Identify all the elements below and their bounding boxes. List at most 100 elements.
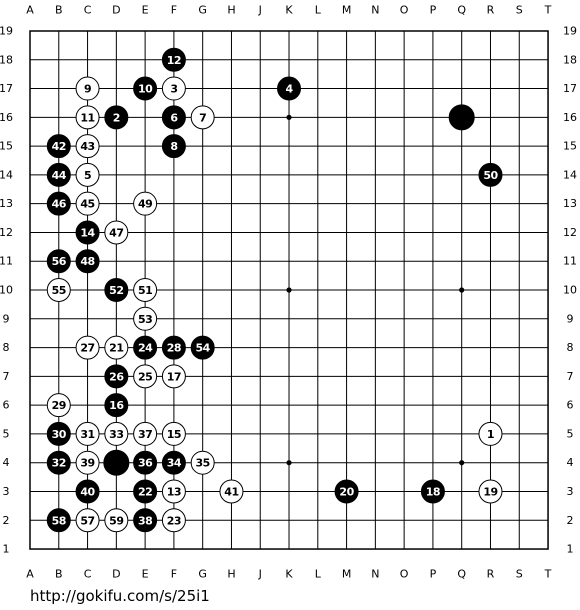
move-number: 21 [109, 342, 123, 355]
move-number: 27 [80, 342, 94, 355]
black-stone [75, 249, 100, 274]
row-label: 10 [0, 284, 13, 297]
row-label: 1 [3, 543, 10, 556]
column-label: O [400, 568, 409, 581]
move-number: 46 [52, 198, 67, 211]
move-number: 2 [113, 111, 120, 124]
white-stone [219, 479, 244, 504]
column-label: G [198, 4, 207, 17]
move-number: 22 [138, 485, 152, 498]
move-number: 52 [109, 284, 123, 297]
white-stone [133, 421, 158, 446]
white-stone [161, 479, 186, 504]
column-label: J [258, 568, 262, 581]
star-point [459, 460, 465, 466]
black-stone [133, 479, 158, 504]
move-number: 8 [170, 140, 177, 153]
column-label: F [171, 568, 177, 581]
row-label: 12 [0, 226, 13, 239]
column-label: L [315, 568, 322, 581]
move-number: 6 [170, 111, 178, 124]
move-number: 31 [80, 428, 94, 441]
black-stone [46, 421, 71, 446]
row-label: 13 [0, 197, 13, 210]
row-label: 2 [3, 514, 10, 527]
move-number: 32 [52, 457, 66, 470]
move-number: 17 [167, 370, 181, 383]
column-label: B [55, 568, 63, 581]
row-label: 5 [3, 427, 10, 440]
black-stone [448, 104, 475, 131]
white-stone [75, 191, 100, 216]
white-stone [104, 421, 129, 446]
move-number: 57 [80, 514, 94, 527]
move-number: 56 [52, 255, 67, 268]
black-stone [161, 335, 186, 360]
column-label: Q [457, 4, 466, 17]
move-number: 50 [483, 169, 498, 182]
column-label: R [487, 568, 495, 581]
row-label: 18 [563, 53, 577, 66]
column-label: C [84, 4, 92, 17]
row-label: 16 [0, 111, 13, 124]
column-label: A [26, 4, 34, 17]
column-label: D [112, 568, 120, 581]
move-number: 9 [84, 83, 91, 96]
move-number: 20 [339, 485, 354, 498]
column-label: N [371, 4, 379, 17]
move-number: 58 [52, 514, 66, 527]
move-number: 34 [167, 457, 182, 470]
column-label: Q [457, 568, 466, 581]
black-stone [46, 249, 71, 274]
move-number: 45 [80, 198, 94, 211]
column-label: E [142, 4, 149, 17]
white-stone [478, 479, 503, 504]
black-stone [133, 76, 158, 101]
move-number: 48 [80, 255, 94, 268]
move-number: 4 [285, 83, 293, 96]
move-number: 35 [196, 457, 210, 470]
move-number: 1 [487, 428, 494, 441]
move-number: 16 [109, 399, 124, 412]
white-stone [46, 278, 71, 303]
move-number: 25 [138, 370, 152, 383]
black-stone [334, 479, 359, 504]
white-stone [75, 76, 100, 101]
row-label: 11 [563, 255, 577, 268]
white-stone [161, 76, 186, 101]
row-label: 8 [567, 341, 574, 354]
star-point [286, 287, 292, 293]
move-number: 47 [109, 226, 123, 239]
column-label: T [544, 4, 552, 17]
row-label: 3 [3, 485, 10, 498]
move-number: 15 [167, 428, 181, 441]
row-label: 15 [0, 140, 13, 153]
column-label: E [142, 568, 149, 581]
black-stone [104, 278, 129, 303]
black-stone [277, 76, 302, 101]
black-stone [46, 508, 71, 533]
move-number: 33 [109, 428, 123, 441]
row-label: 17 [0, 82, 13, 95]
row-label: 13 [563, 197, 577, 210]
white-stone [133, 364, 158, 389]
row-label: 7 [3, 370, 10, 383]
column-label: S [516, 568, 523, 581]
move-number: 49 [138, 198, 152, 211]
move-number: 24 [138, 342, 153, 355]
black-stone [161, 134, 186, 159]
column-label: D [112, 4, 120, 17]
black-stone [75, 220, 100, 245]
column-label: M [342, 568, 352, 581]
white-stone [478, 421, 503, 446]
column-label: H [227, 4, 235, 17]
row-label: 3 [567, 485, 574, 498]
white-stone [75, 134, 100, 159]
row-label: 11 [0, 255, 13, 268]
row-label: 1 [567, 543, 574, 556]
black-stone [161, 47, 186, 72]
move-number: 18 [426, 485, 440, 498]
black-stone [46, 191, 71, 216]
column-label: G [198, 568, 207, 581]
column-label: P [430, 568, 437, 581]
